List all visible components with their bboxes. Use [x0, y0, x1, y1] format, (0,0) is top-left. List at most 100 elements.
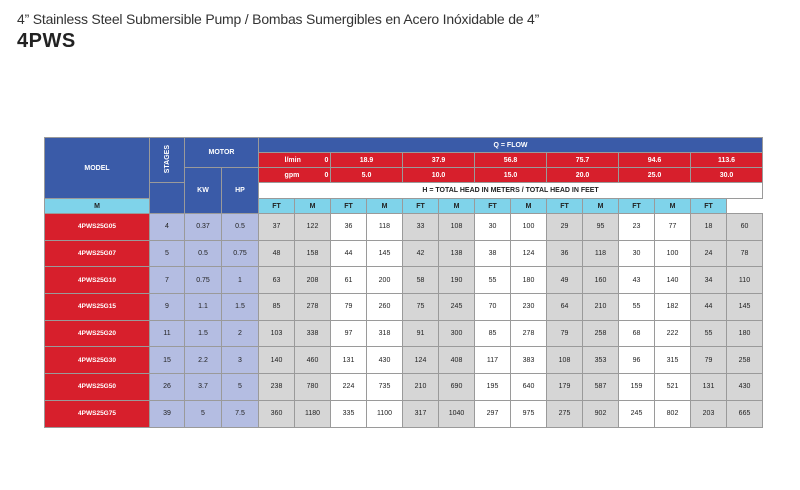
- head-m-cell: 30: [474, 213, 511, 241]
- lmin-value: 0: [324, 156, 329, 164]
- head-ft-cell: 430: [366, 346, 403, 375]
- head-ft-cell: 100: [510, 213, 547, 241]
- head-m-cell: 224: [330, 373, 367, 401]
- unit-ft-header: FT: [546, 198, 583, 214]
- head-ft-cell: 780: [294, 373, 331, 401]
- head-m-cell: 275: [546, 399, 583, 428]
- head-ft-cell: 315: [654, 346, 691, 375]
- table-row: 4PWS25G10 7 0.75 1 63 208 61 200 58 190 55 180 49 160…: [44, 266, 764, 295]
- head-ft-cell: 258: [725, 346, 764, 375]
- document-subtitle: 4” Stainless Steel Submersible Pump / Bo…: [17, 11, 540, 27]
- unit-ft-header: FT: [330, 198, 367, 214]
- head-ft-cell: 587: [582, 373, 619, 401]
- head-ft-cell: 1040: [438, 399, 475, 428]
- head-m-cell: 117: [474, 346, 511, 375]
- head-ft-cell: 521: [654, 373, 691, 401]
- table-row: 4PWS25G75 39 5 7.5 360 1180 335 1100 317 1040 297 9…: [44, 399, 764, 428]
- head-m-cell: 97: [330, 319, 367, 348]
- kw-header: KW: [184, 167, 222, 214]
- lmin-value-cell: 18.9: [330, 152, 403, 168]
- kw-cell: 1.1: [184, 293, 222, 321]
- head-m-cell: 33: [402, 213, 439, 241]
- stages-cell: 5: [149, 239, 185, 268]
- stages-cell: 9: [149, 293, 185, 321]
- head-m-cell: 68: [618, 319, 655, 348]
- head-ft-cell: 258: [582, 319, 619, 348]
- head-m-cell: 18: [690, 213, 727, 241]
- head-m-cell: 37: [258, 213, 295, 241]
- gpm-value: 0: [324, 171, 329, 179]
- hp-cell: 0.5: [221, 213, 259, 241]
- lmin-value-cell: 113.6: [689, 152, 764, 168]
- unit-m-header: M: [294, 198, 331, 214]
- gpm-value-cell: 15.0: [474, 167, 547, 183]
- head-m-cell: 210: [402, 373, 439, 401]
- head-ft-cell: 260: [366, 293, 403, 321]
- head-ft-cell: 665: [725, 399, 764, 428]
- table-row: 4PWS25G50 26 3.7 5 238 780 224 735 210 690 195 640 1…: [44, 373, 764, 401]
- head-ft-cell: 118: [582, 239, 619, 268]
- table-row: 4PWS25G07 5 0.5 0.75 48 158 44 145 42 138 38 124 36 1…: [44, 239, 764, 268]
- head-ft-cell: 60: [725, 213, 764, 241]
- unit-ft-header: FT: [402, 198, 439, 214]
- head-m-cell: 317: [402, 399, 439, 428]
- unit-m-header: M: [510, 198, 547, 214]
- head-ft-cell: 902: [582, 399, 619, 428]
- head-ft-cell: 300: [438, 319, 475, 348]
- kw-cell: 0.37: [184, 213, 222, 241]
- head-m-cell: 55: [690, 319, 727, 348]
- head-ft-cell: 245: [438, 293, 475, 321]
- model-cell: 4PWS25G15: [44, 293, 150, 321]
- head-ft-cell: 222: [654, 319, 691, 348]
- head-ft-cell: 318: [366, 319, 403, 348]
- head-ft-cell: 278: [294, 293, 331, 321]
- head-m-cell: 64: [546, 293, 583, 321]
- unit-m-header: M: [438, 198, 475, 214]
- head-m-cell: 360: [258, 399, 295, 428]
- head-ft-cell: 140: [654, 266, 691, 295]
- head-m-cell: 297: [474, 399, 511, 428]
- table-row: 4PWS25G20 11 1.5 2 103 338 97 318 91 300 85 278 79 25…: [44, 319, 764, 348]
- hp-cell: 1.5: [221, 293, 259, 321]
- head-m-cell: 203: [690, 399, 727, 428]
- head-m-cell: 238: [258, 373, 295, 401]
- head-m-cell: 91: [402, 319, 439, 348]
- head-m-cell: 79: [690, 346, 727, 375]
- gpm-value-cell: 20.0: [546, 167, 619, 183]
- lmin-value-cell: 56.8: [474, 152, 547, 168]
- flow-header: Q = FLOW: [257, 137, 764, 153]
- head-m-cell: 29: [546, 213, 583, 241]
- head-m-cell: 131: [330, 346, 367, 375]
- head-ft-cell: 802: [654, 399, 691, 428]
- head-ft-cell: 118: [366, 213, 403, 241]
- stages-header: STAGES: [149, 137, 185, 183]
- head-ft-cell: 353: [582, 346, 619, 375]
- head-ft-cell: 108: [438, 213, 475, 241]
- head-ft-cell: 95: [582, 213, 619, 241]
- head-ft-cell: 1100: [366, 399, 403, 428]
- head-ft-cell: 158: [294, 239, 331, 268]
- head-m-cell: 24: [690, 239, 727, 268]
- head-m-cell: 63: [258, 266, 295, 295]
- kw-cell: 2.2: [184, 346, 222, 375]
- unit-ft-header: FT: [690, 198, 727, 214]
- head-ft-cell: 145: [366, 239, 403, 268]
- head-ft-cell: 735: [366, 373, 403, 401]
- kw-cell: 5: [184, 399, 222, 428]
- head-m-cell: 30: [618, 239, 655, 268]
- head-m-cell: 335: [330, 399, 367, 428]
- head-ft-cell: 278: [510, 319, 547, 348]
- head-ft-cell: 1180: [294, 399, 331, 428]
- head-m-cell: 42: [402, 239, 439, 268]
- head-ft-cell: 408: [438, 346, 475, 375]
- head-m-cell: 124: [402, 346, 439, 375]
- head-header: H = TOTAL HEAD IN METERS / TOTAL HEAD IN…: [257, 182, 764, 199]
- head-m-cell: 159: [618, 373, 655, 401]
- head-ft-cell: 208: [294, 266, 331, 295]
- model-cell: 4PWS25G50: [44, 373, 150, 401]
- head-ft-cell: 975: [510, 399, 547, 428]
- lmin-label: l/min: [284, 156, 301, 164]
- head-m-cell: 58: [402, 266, 439, 295]
- hp-cell: 1: [221, 266, 259, 295]
- head-m-cell: 48: [258, 239, 295, 268]
